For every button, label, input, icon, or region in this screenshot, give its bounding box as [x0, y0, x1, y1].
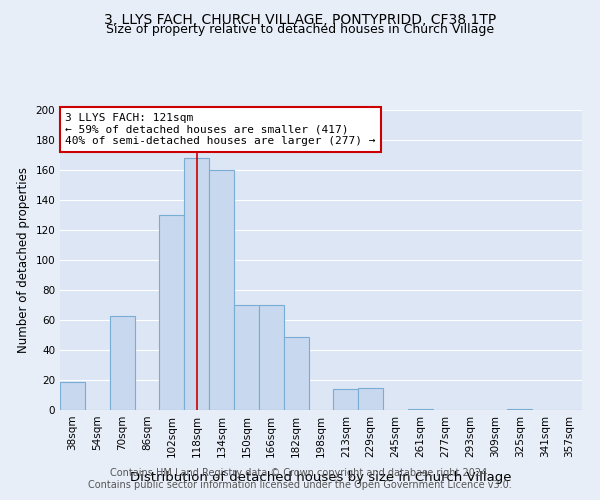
Bar [110, 316, 134, 410]
Text: 3, LLYS FACH, CHURCH VILLAGE, PONTYPRIDD, CF38 1TP: 3, LLYS FACH, CHURCH VILLAGE, PONTYPRIDD… [104, 12, 496, 26]
Bar [234, 305, 259, 410]
Y-axis label: Number of detached properties: Number of detached properties [17, 167, 30, 353]
Bar [160, 215, 184, 410]
Bar [259, 305, 284, 410]
Text: Size of property relative to detached houses in Church Village: Size of property relative to detached ho… [106, 22, 494, 36]
Bar [408, 408, 433, 410]
X-axis label: Distribution of detached houses by size in Church Village: Distribution of detached houses by size … [130, 471, 512, 484]
Bar [508, 408, 532, 410]
Bar [209, 170, 234, 410]
Bar [358, 388, 383, 410]
Bar [60, 382, 85, 410]
Text: Contains public sector information licensed under the Open Government Licence v3: Contains public sector information licen… [88, 480, 512, 490]
Text: Contains HM Land Registry data © Crown copyright and database right 2024.: Contains HM Land Registry data © Crown c… [110, 468, 490, 477]
Bar [284, 336, 308, 410]
Text: 3 LLYS FACH: 121sqm
← 59% of detached houses are smaller (417)
40% of semi-detac: 3 LLYS FACH: 121sqm ← 59% of detached ho… [65, 113, 376, 146]
Bar [184, 158, 209, 410]
Bar [334, 389, 358, 410]
